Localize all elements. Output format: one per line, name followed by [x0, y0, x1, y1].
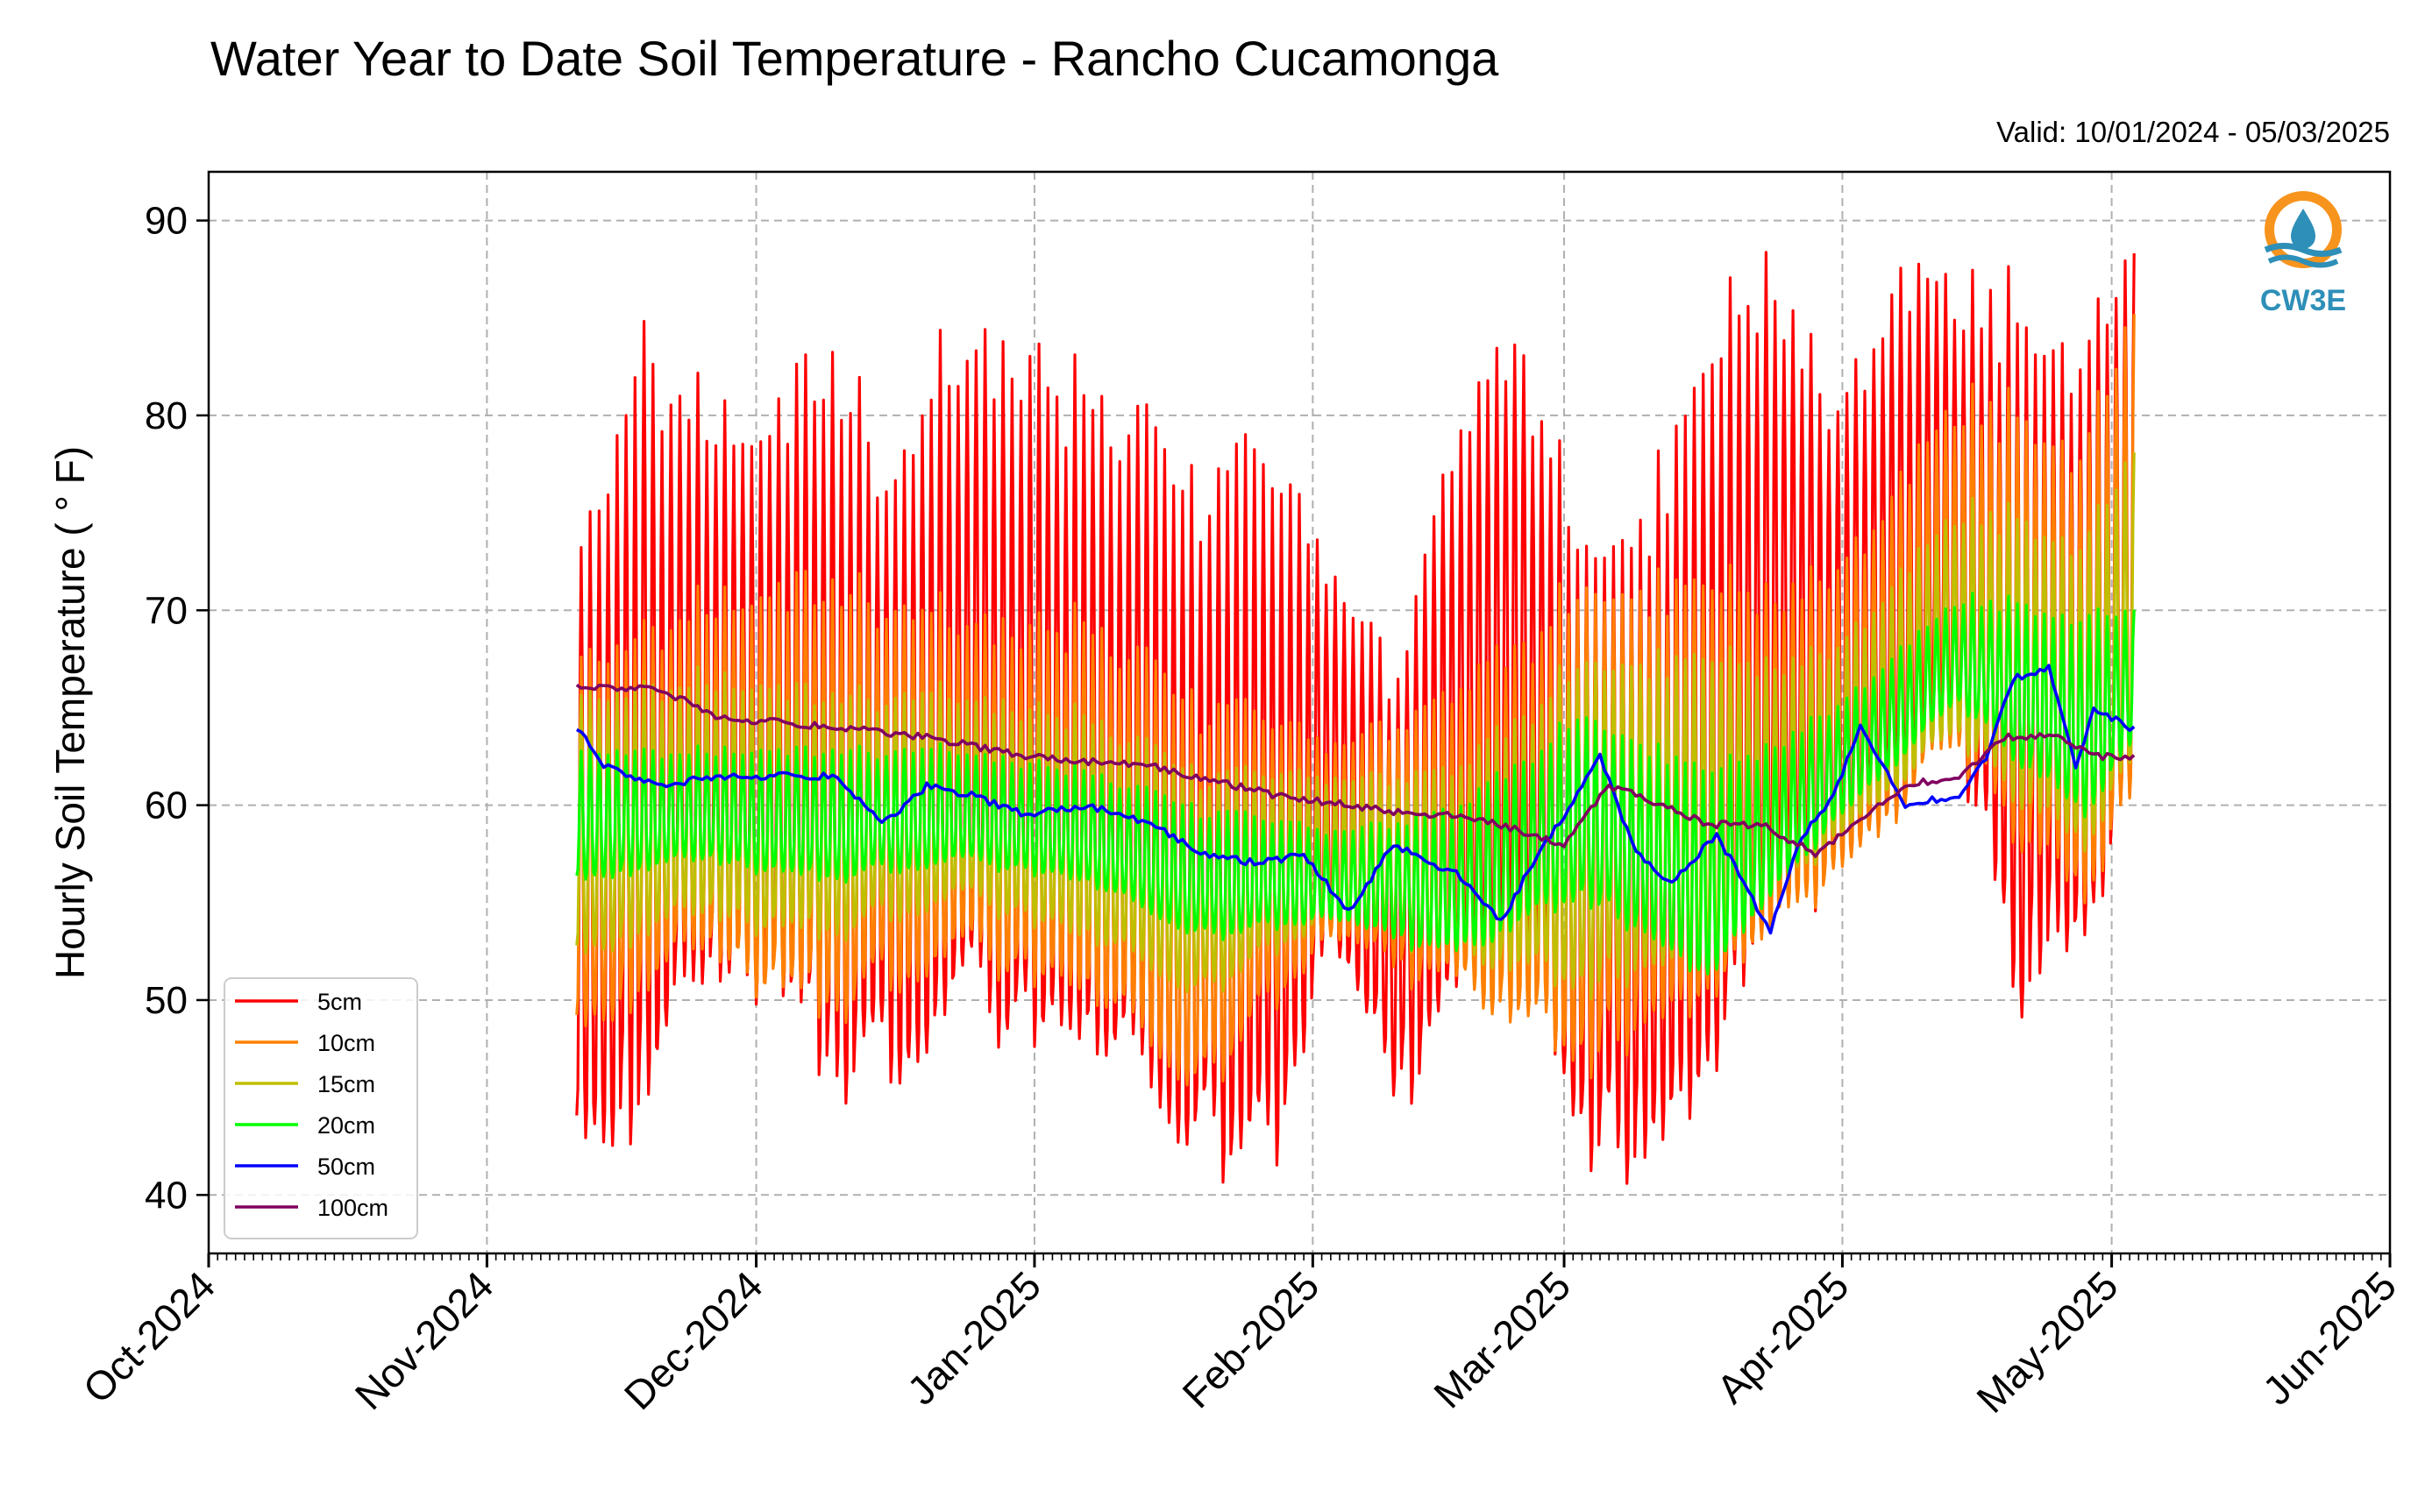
- y-axis-label: Hourly Soil Temperature ( ° F): [47, 446, 93, 979]
- series-20cm-line: [575, 592, 2136, 976]
- series-50cm-line: [576, 664, 2136, 935]
- valid-period: Valid: 10/01/2024 - 05/03/2025: [1996, 116, 2390, 148]
- logo-wave-2: [2267, 254, 2339, 268]
- cw3e-logo: CW3E: [2260, 191, 2346, 317]
- legend-label-100cm: 100cm: [317, 1195, 388, 1221]
- chart-title: Water Year to Date Soil Temperature - Ra…: [210, 31, 1499, 86]
- legend-label-50cm: 50cm: [317, 1154, 375, 1180]
- series-100cm-line: [575, 683, 2136, 858]
- series-layer: [575, 251, 2136, 1185]
- legend-label-10cm: 10cm: [317, 1030, 375, 1056]
- legend-label-15cm: 15cm: [317, 1071, 375, 1097]
- y-tick-label: 50: [145, 979, 188, 1022]
- legend-label-5cm: 5cm: [317, 989, 362, 1015]
- y-tick-label: 60: [145, 784, 188, 827]
- legend-label-20cm: 20cm: [317, 1112, 375, 1139]
- y-tick-label: 40: [145, 1174, 188, 1217]
- y-tick-label: 70: [145, 589, 188, 632]
- x-minor-ticks: [208, 1253, 2391, 1260]
- logo-text: CW3E: [2260, 284, 2346, 317]
- y-tick-label: 90: [145, 200, 188, 243]
- logo-wave-1: [2264, 243, 2343, 257]
- y-axis: 40 50 60 70 80 90: [145, 200, 209, 1217]
- legend: 5cm 10cm 15cm 20cm 50cm 100cm: [224, 977, 418, 1239]
- plot-frame: [207, 170, 2392, 1255]
- y-tick-label: 80: [145, 394, 188, 437]
- water-drop-icon: [2291, 209, 2315, 249]
